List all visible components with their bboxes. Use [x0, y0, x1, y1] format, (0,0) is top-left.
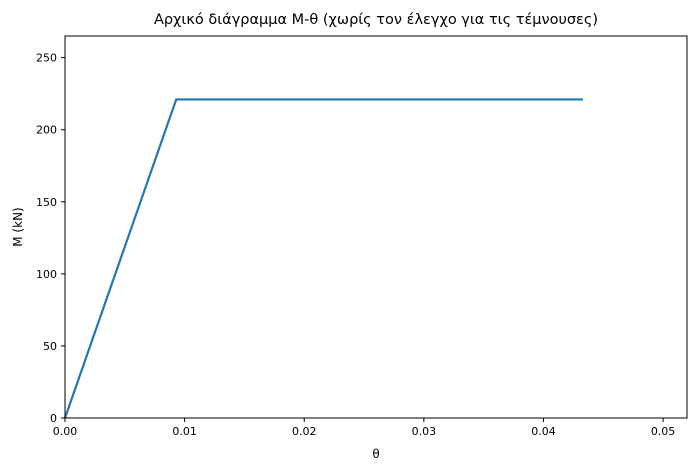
y-tick-label: 150 — [36, 196, 57, 209]
y-tick-label: 0 — [50, 412, 57, 425]
x-tick-label: 0.00 — [53, 425, 78, 438]
chart-title: Αρχικό διάγραμμα M-θ (χωρίς τον έλεγχο γ… — [154, 12, 598, 28]
x-axis-label: θ — [372, 447, 379, 461]
x-tick-label: 0.02 — [292, 425, 317, 438]
x-tick-label: 0.04 — [531, 425, 556, 438]
y-tick-label: 200 — [36, 124, 57, 137]
y-tick-label: 100 — [36, 268, 57, 281]
y-tick-label: 250 — [36, 52, 57, 65]
y-tick-label: 50 — [43, 340, 57, 353]
plot-frame — [64, 35, 688, 419]
y-axis-label: M (kN) — [11, 207, 25, 246]
y-axis: 0 50 100 150 200 250 — [36, 52, 65, 425]
plot-area — [63, 98, 583, 419]
x-tick-label: 0.03 — [412, 425, 437, 438]
series-line-0 — [63, 98, 583, 419]
x-axis: 0.00 0.01 0.02 0.03 0.04 0.05 — [53, 418, 676, 438]
x-tick-label: 0.01 — [172, 425, 197, 438]
x-tick-label: 0.05 — [651, 425, 676, 438]
